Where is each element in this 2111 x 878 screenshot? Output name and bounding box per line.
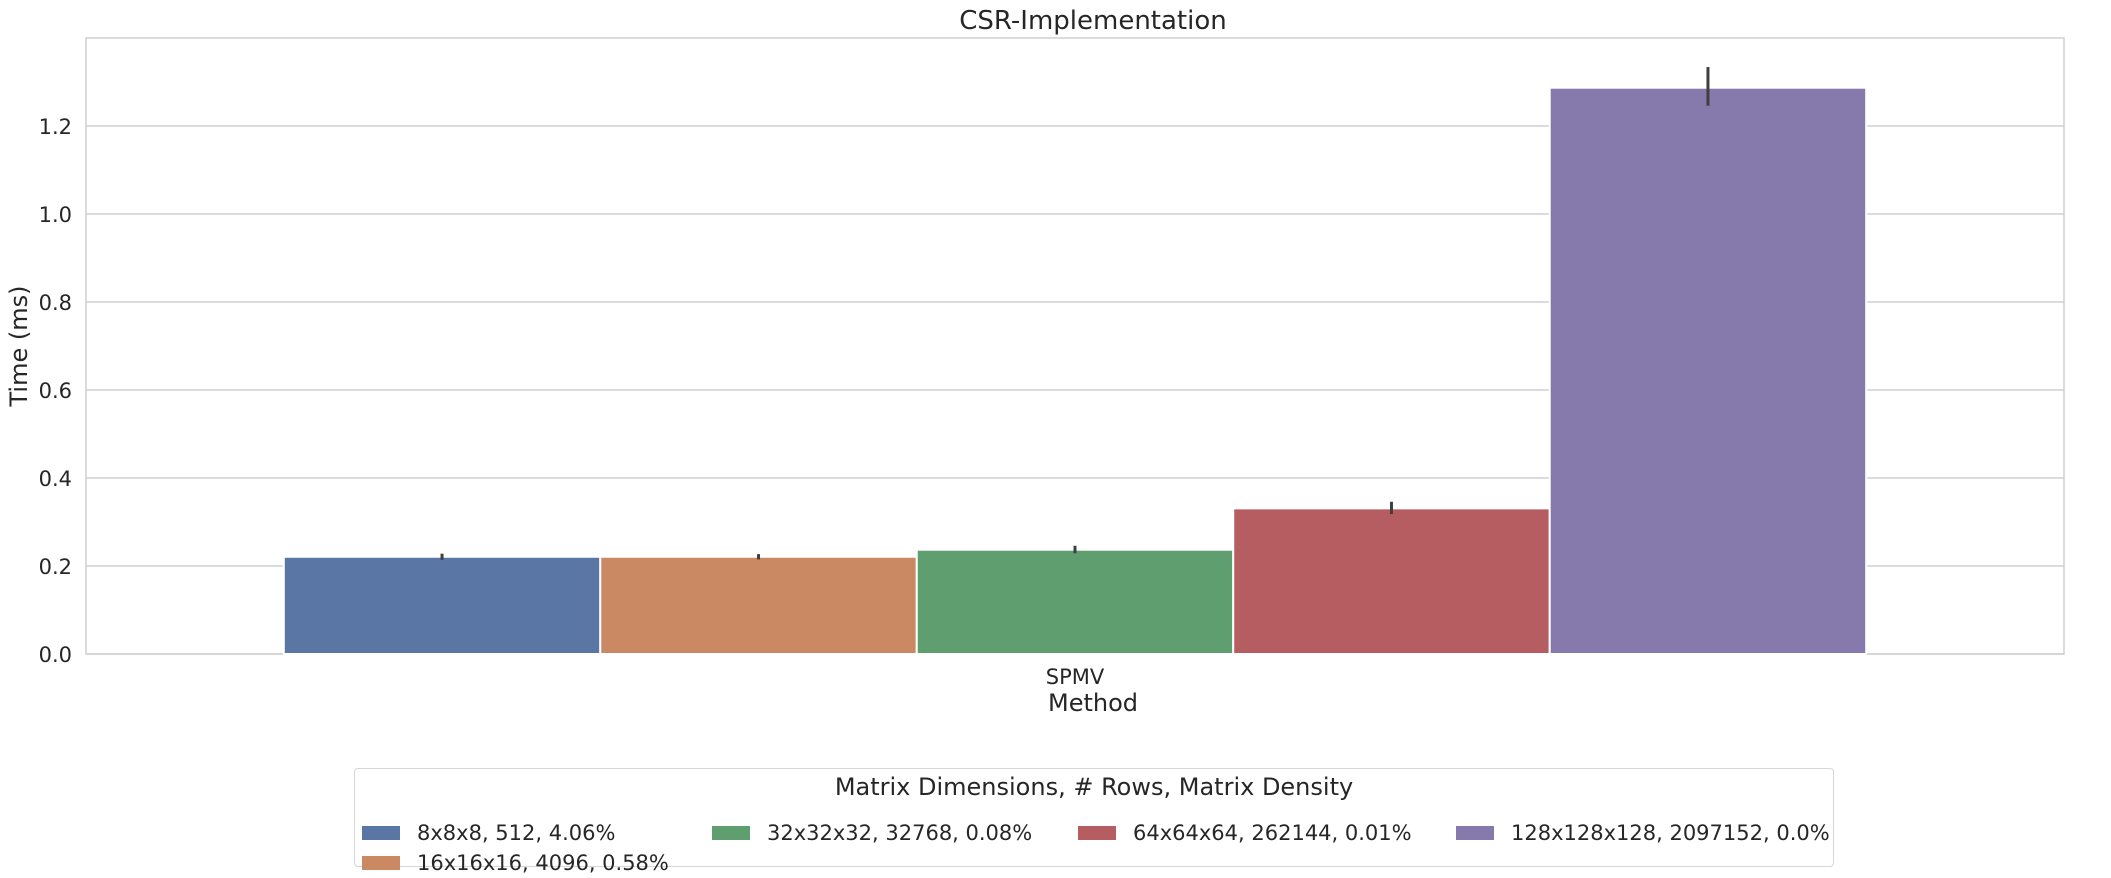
y-tick-label: 0.2 xyxy=(39,555,72,579)
legend-swatch-5 xyxy=(1456,826,1494,840)
bar-1 xyxy=(282,555,602,656)
y-tick-label: 0.6 xyxy=(39,379,72,403)
bar-5 xyxy=(1548,86,1868,656)
legend-entry-4: 64x64x64, 262144, 0.01% xyxy=(1078,818,1412,848)
y-tick-labels: 0.0 0.2 0.4 0.6 0.8 1.0 1.2 xyxy=(39,115,72,667)
y-tick-label: 1.2 xyxy=(39,115,72,139)
legend-title: Matrix Dimensions, # Rows, Matrix Densit… xyxy=(834,773,1354,801)
legend-entry-3: 32x32x32, 32768, 0.08% xyxy=(712,818,1032,848)
legend-entry-5: 128x128x128, 2097152, 0.0% xyxy=(1456,818,1830,848)
chart-title: CSR-Implementation xyxy=(959,6,1227,36)
y-tick-label: 0.8 xyxy=(39,291,72,315)
x-tick-label: SPMV xyxy=(1046,665,1105,689)
legend-swatch-1 xyxy=(362,826,400,840)
legend-swatch-3 xyxy=(712,826,750,840)
legend-label-4: 64x64x64, 262144, 0.01% xyxy=(1133,821,1412,845)
bars xyxy=(282,86,1868,656)
legend-swatch-4 xyxy=(1078,826,1116,840)
bar-3 xyxy=(915,548,1235,655)
bar-4 xyxy=(1232,507,1551,655)
legend-entry-1: 8x8x8, 512, 4.06% xyxy=(362,818,615,848)
y-tick-label: 1.0 xyxy=(39,203,72,227)
y-tick-label: 0.4 xyxy=(39,467,72,491)
legend-label-1: 8x8x8, 512, 4.06% xyxy=(417,821,616,845)
legend-label-3: 32x32x32, 32768, 0.08% xyxy=(767,821,1033,845)
legend-label-2: 16x16x16, 4096, 0.58% xyxy=(417,851,669,875)
y-axis-label: Time (ms) xyxy=(5,286,33,408)
legend-label-5: 128x128x128, 2097152, 0.0% xyxy=(1511,821,1830,845)
legend-entry-2: 16x16x16, 4096, 0.58% xyxy=(362,848,669,878)
error-bars xyxy=(440,67,1710,560)
y-tick-label: 0.0 xyxy=(39,643,72,667)
legend: Matrix Dimensions, # Rows, Matrix Densit… xyxy=(354,768,1834,875)
x-tick-labels: SPMV xyxy=(1046,665,1105,689)
bar-2 xyxy=(599,555,918,656)
x-axis-label: Method xyxy=(1048,689,1138,717)
legend-swatch-2 xyxy=(362,856,400,870)
